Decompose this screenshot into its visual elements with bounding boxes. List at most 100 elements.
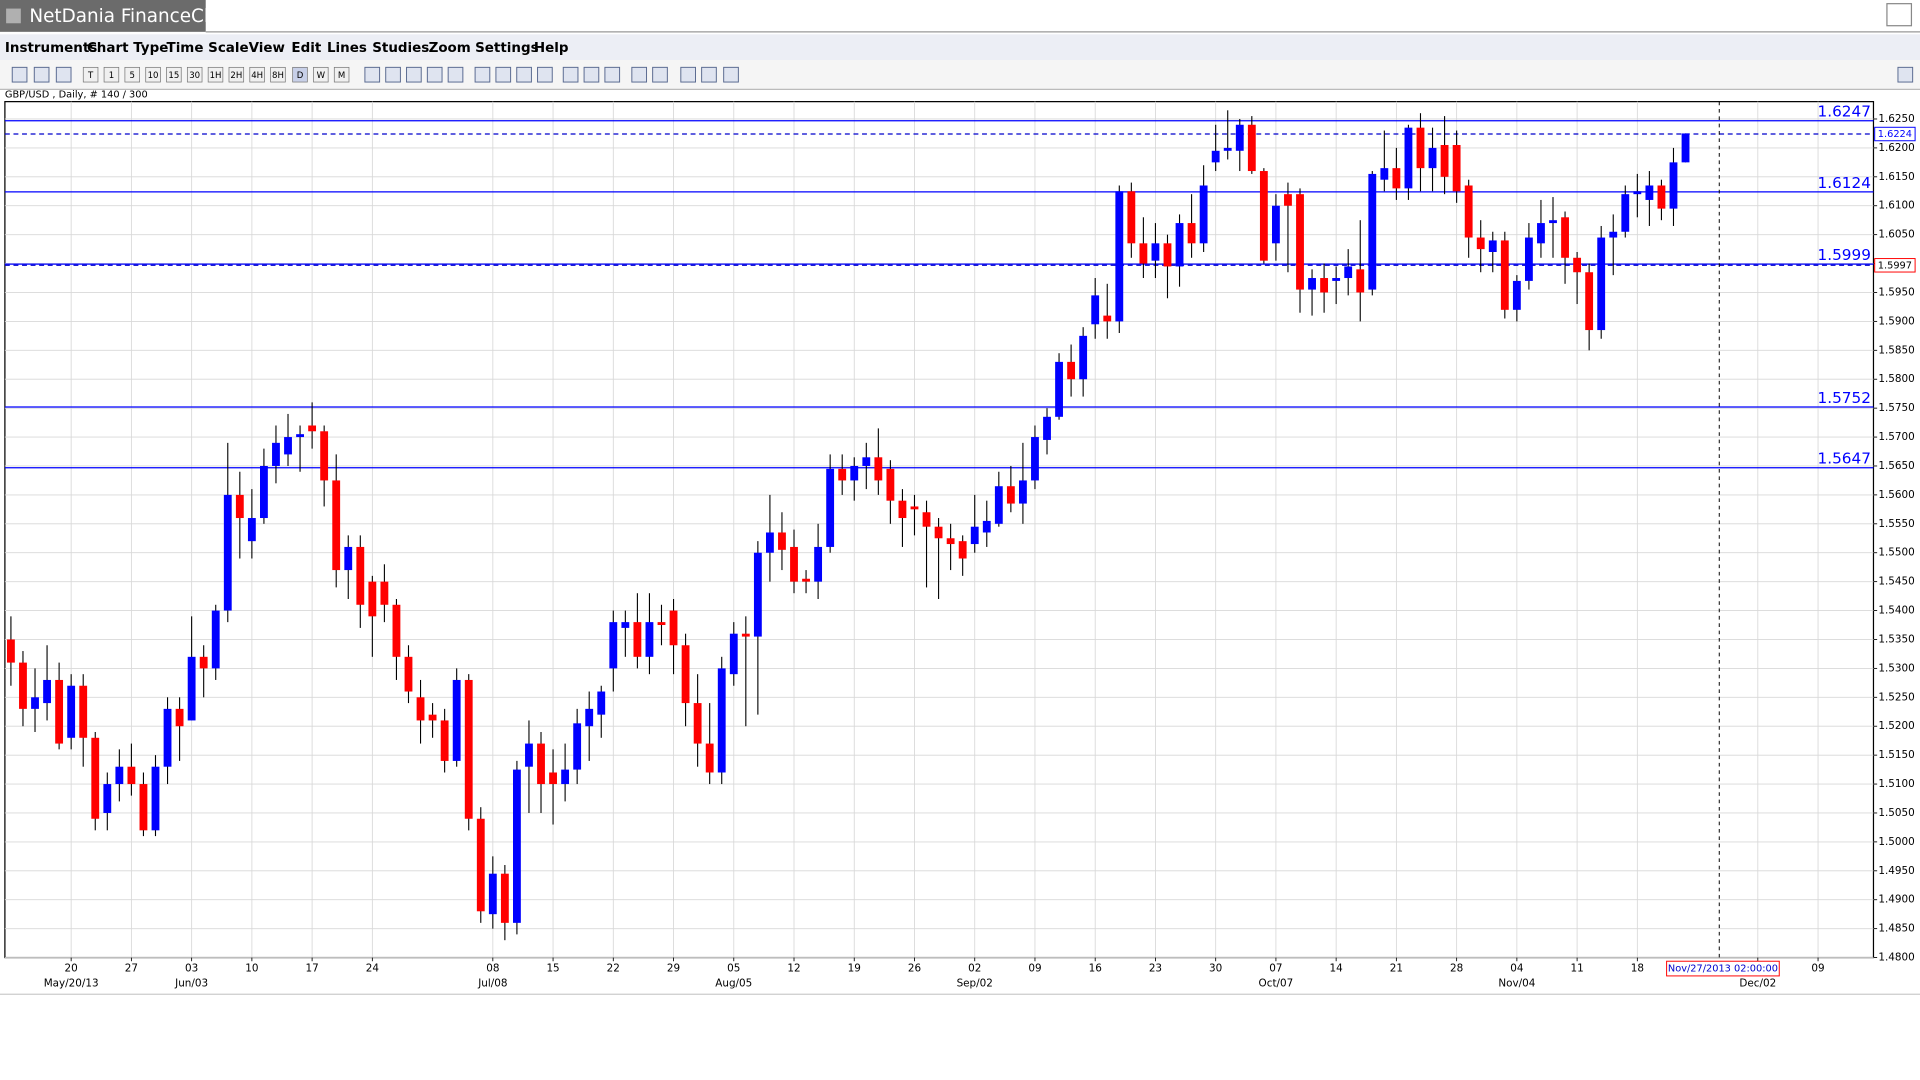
candle-body <box>67 685 76 738</box>
candle-body <box>43 679 51 704</box>
toolbar-icon[interactable] <box>562 66 579 83</box>
candle-body <box>1223 147 1232 151</box>
menu-item[interactable]: Instruments <box>5 41 97 56</box>
x-tick-label: 14 <box>1330 963 1344 975</box>
x-tick-label: 28 <box>1450 963 1463 975</box>
candle-body <box>1067 361 1076 380</box>
candle-body <box>1428 147 1437 169</box>
candle-body <box>1561 217 1569 258</box>
candle-body <box>1524 237 1533 281</box>
toolbar-button[interactable] <box>82 66 99 83</box>
x-tick-label: 26 <box>908 963 921 975</box>
menu-item[interactable]: Help <box>534 41 569 56</box>
toolbar-button-label[interactable]: 1 <box>109 71 114 81</box>
toolbar-icon[interactable] <box>33 66 50 83</box>
price-marker-label: 1.6224 <box>1878 129 1912 140</box>
toolbar-button[interactable] <box>103 66 120 83</box>
candle-body <box>693 703 702 744</box>
toolbar-button-label[interactable]: 15 <box>168 71 179 81</box>
cursor-label: Nov/27/2013 02:00:00 <box>1668 964 1778 975</box>
toolbar-button[interactable] <box>228 66 245 83</box>
menu-item[interactable]: Time Scale <box>167 41 249 56</box>
toolbar-icon[interactable] <box>680 66 696 83</box>
toolbar-icon[interactable] <box>516 66 532 83</box>
toolbar-icon[interactable] <box>11 66 28 83</box>
y-tick-label: 1.5250 <box>1878 691 1914 703</box>
toolbar-icon[interactable] <box>364 66 381 83</box>
menu-item[interactable]: View <box>249 41 285 56</box>
candle-body <box>1621 194 1630 232</box>
toolbar-icon[interactable] <box>652 66 668 83</box>
toolbar-button-label[interactable]: 8H <box>272 71 284 81</box>
y-tick-label: 1.5750 <box>1878 402 1914 414</box>
toolbar-button-label[interactable]: W <box>317 71 326 81</box>
x-tick-label: 20 <box>65 963 78 975</box>
toolbar-button-label[interactable]: 10 <box>148 71 159 81</box>
toolbar <box>0 60 1920 90</box>
x-tick-label: 12 <box>787 963 800 975</box>
symbol-label: GBP/USD , Daily, # 140 / 300 <box>5 89 148 100</box>
menu-item[interactable]: Zoom <box>429 41 471 56</box>
candle-body <box>1247 124 1256 172</box>
toolbar-icon[interactable] <box>474 66 491 83</box>
menu-item[interactable]: Edit <box>291 41 321 56</box>
toolbar-button-label[interactable]: T <box>87 71 94 81</box>
y-tick-label: 1.5400 <box>1878 605 1914 617</box>
toolbar-button-label[interactable]: D <box>297 71 304 81</box>
toolbar-icon[interactable] <box>701 66 717 83</box>
candle-body <box>1043 416 1051 440</box>
toolbar-icon[interactable] <box>1897 66 1914 83</box>
x-major-label: Oct/07 <box>1259 977 1294 989</box>
toolbar-button-label[interactable]: 5 <box>130 71 135 81</box>
toolbar-button-label[interactable]: 2H <box>230 71 242 81</box>
toolbar-button-label[interactable]: 4H <box>251 71 263 81</box>
candle-body <box>284 437 292 455</box>
toolbar-button-label[interactable]: 1H <box>210 71 222 81</box>
toolbar-button[interactable] <box>249 66 265 83</box>
candle-body <box>1031 437 1039 481</box>
x-tick-label: 05 <box>727 963 740 975</box>
candle-body <box>862 457 871 466</box>
toolbar-icon[interactable] <box>631 66 648 83</box>
toolbar-button[interactable] <box>166 66 182 83</box>
menu-item[interactable]: Settings <box>475 41 539 56</box>
x-tick-label: 09 <box>1811 963 1824 975</box>
toolbar-icon[interactable] <box>385 66 401 83</box>
candle-body <box>1211 150 1220 163</box>
menu-item[interactable]: Studies <box>372 41 429 56</box>
toolbar-button[interactable] <box>270 66 286 83</box>
toolbar-icon[interactable] <box>583 66 600 83</box>
candle-body <box>1006 486 1015 504</box>
toolbar-button[interactable] <box>145 66 161 83</box>
toolbar-icon[interactable] <box>55 66 72 83</box>
menu-bar <box>0 34 1920 60</box>
y-tick-label: 1.4900 <box>1878 894 1914 906</box>
toolbar-button[interactable] <box>292 66 308 83</box>
toolbar-button[interactable] <box>124 66 140 83</box>
candle-body <box>1079 335 1088 380</box>
menu-item[interactable]: Chart Type <box>87 41 168 56</box>
toolbar-button-label[interactable]: 30 <box>189 71 200 81</box>
x-tick-label: 02 <box>968 963 981 975</box>
toolbar-icon[interactable] <box>723 66 739 83</box>
toolbar-button[interactable] <box>207 66 224 83</box>
candle-body <box>223 494 232 611</box>
price-marker-box <box>1874 126 1916 142</box>
toolbar-icon[interactable] <box>426 66 443 83</box>
y-tick-label: 1.5100 <box>1878 778 1914 790</box>
toolbar-icon[interactable] <box>406 66 422 83</box>
toolbar-icon[interactable] <box>604 66 621 83</box>
toolbar-button[interactable] <box>333 66 350 83</box>
window-button[interactable] <box>1886 3 1913 27</box>
candle-body <box>1500 240 1509 310</box>
x-major-label: Jul/08 <box>477 977 507 989</box>
toolbar-icon[interactable] <box>537 66 553 83</box>
candle-body <box>657 622 666 626</box>
toolbar-icon[interactable] <box>447 66 464 83</box>
toolbar-icon[interactable] <box>495 66 512 83</box>
menu-item[interactable]: Lines <box>327 41 367 56</box>
toolbar-button-label[interactable]: M <box>338 71 345 81</box>
toolbar-button[interactable] <box>186 66 203 83</box>
candle-body <box>765 532 774 553</box>
toolbar-button[interactable] <box>313 66 329 83</box>
